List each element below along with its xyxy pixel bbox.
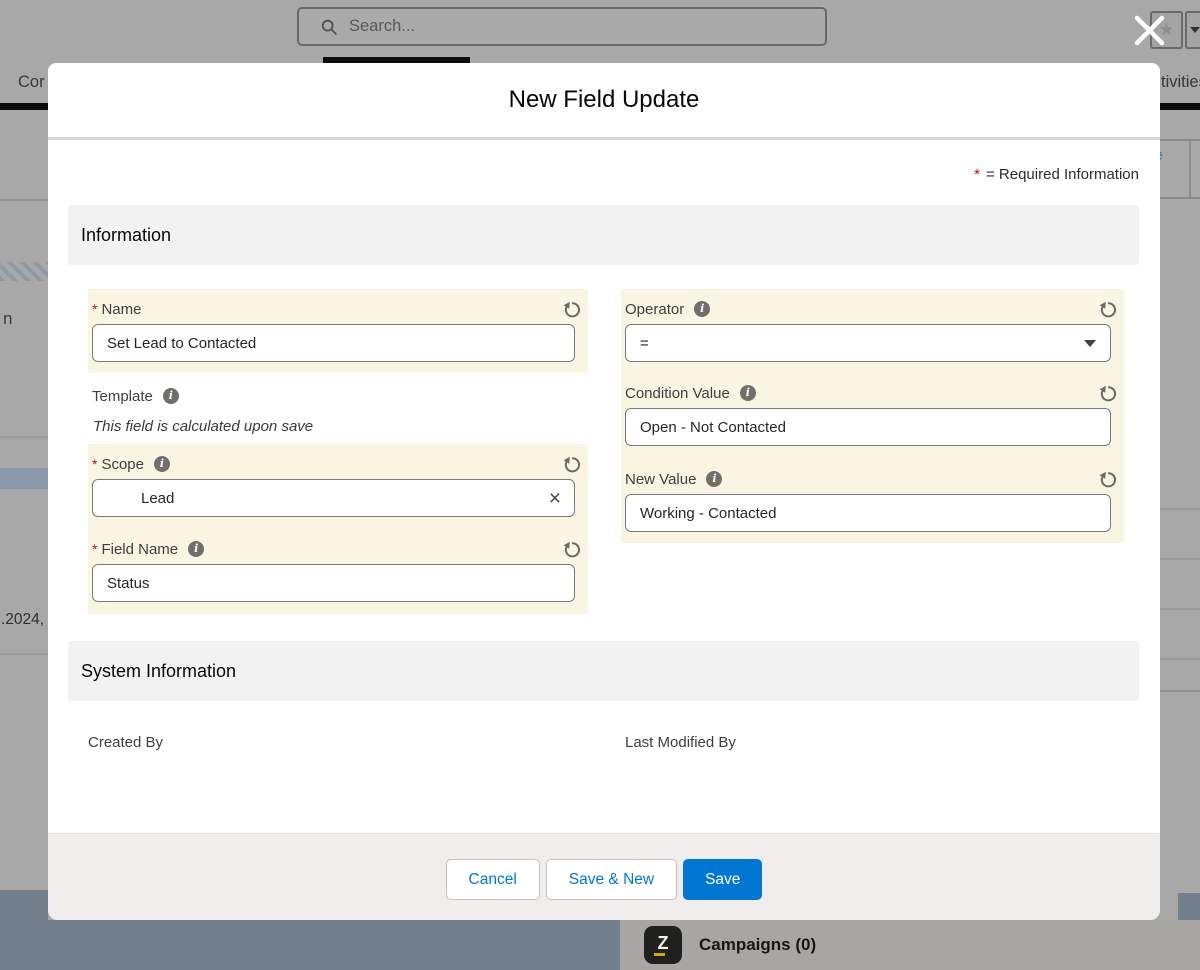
new-field-update-modal: New Field Update * = Required Information…	[48, 63, 1160, 920]
bg-slate-strip	[1178, 893, 1200, 920]
field-name-input[interactable]	[92, 564, 575, 602]
required-asterisk: *	[92, 456, 98, 472]
save-button[interactable]: Save	[683, 859, 763, 900]
save-and-new-button[interactable]: Save & New	[545, 859, 678, 900]
template-field-block: Template i This field is calculated upon…	[88, 376, 588, 442]
global-search-input[interactable]: Search...	[297, 7, 827, 46]
required-asterisk: *	[92, 301, 98, 317]
undo-icon[interactable]	[1098, 469, 1118, 489]
field-name-label: Field Name	[101, 540, 179, 558]
search-placeholder: Search...	[349, 17, 416, 35]
date-fragment: .2024,	[1, 611, 45, 628]
info-icon[interactable]: i	[162, 388, 179, 404]
close-icon	[1134, 15, 1165, 46]
undo-icon[interactable]	[562, 454, 582, 474]
bg-row-line	[1160, 508, 1200, 510]
undo-icon[interactable]	[1098, 383, 1118, 403]
bg-row-line	[1160, 690, 1200, 692]
new-value-input[interactable]	[625, 494, 1111, 532]
operator-select[interactable]: =	[625, 324, 1111, 362]
section-header-system-information: System Information	[68, 641, 1139, 701]
undo-icon[interactable]	[1098, 299, 1118, 319]
info-icon[interactable]: i	[694, 301, 711, 317]
campaigns-related-list-card[interactable]: Z Campaigns (0)	[620, 920, 1200, 970]
favorites-dropdown-button[interactable]	[1185, 11, 1200, 49]
section-header-information: Information	[68, 205, 1139, 265]
condition-value-input[interactable]	[625, 408, 1111, 446]
scope-field-block: * Scope i ×	[88, 444, 588, 529]
bg-divider	[0, 653, 48, 655]
bg-divider	[0, 199, 48, 201]
field-name-field-block: * Field Name i	[88, 529, 588, 614]
info-icon[interactable]: i	[739, 385, 756, 401]
chevron-down-icon	[1084, 339, 1096, 347]
name-field-block: * Name	[88, 289, 588, 373]
bg-row-line	[1160, 558, 1200, 560]
required-asterisk: *	[974, 166, 980, 183]
scope-label: Scope	[101, 455, 144, 473]
condition-value-label: Condition Value	[625, 384, 730, 402]
required-info-note: * = Required Information	[974, 166, 1139, 183]
active-tab-indicator	[323, 57, 470, 63]
created-by-label: Created By	[88, 734, 164, 751]
bg-slate-band	[0, 920, 620, 970]
info-icon[interactable]: i	[154, 456, 170, 472]
name-input[interactable]	[92, 324, 575, 362]
info-icon[interactable]: i	[188, 541, 205, 557]
bg-divider	[0, 436, 48, 438]
cancel-button[interactable]: Cancel	[445, 859, 540, 900]
campaigns-icon: Z	[644, 926, 682, 964]
last-modified-by-label: Last Modified By	[625, 734, 736, 751]
search-icon	[321, 19, 337, 35]
modal-header-divider	[48, 137, 1160, 140]
bg-row-line	[1160, 658, 1200, 660]
operator-label: Operator	[625, 300, 685, 318]
modal-footer: Cancel Save & New Save	[48, 833, 1160, 920]
operator-field-block: Operator i =	[621, 289, 1124, 373]
undo-icon[interactable]	[562, 539, 582, 559]
modal-close-button[interactable]	[1130, 12, 1168, 50]
bg-divider	[1160, 197, 1200, 199]
template-note: This field is calculated upon save	[93, 418, 314, 435]
clear-icon[interactable]: ×	[548, 487, 561, 510]
bg-divider	[1189, 140, 1191, 198]
bg-selected-row-band	[0, 468, 48, 489]
bg-divider	[1160, 139, 1200, 141]
name-label: Name	[101, 300, 142, 318]
info-icon[interactable]: i	[706, 471, 723, 487]
tab-fragment-right: tivities	[1161, 73, 1200, 91]
text-fragment: n	[3, 309, 13, 328]
star-icon: ★	[1158, 20, 1175, 39]
modal-title: New Field Update	[508, 86, 700, 113]
campaigns-card-title: Campaigns (0)	[699, 935, 817, 954]
scope-lookup-input[interactable]	[92, 479, 575, 517]
chevron-down-icon	[1190, 27, 1200, 33]
undo-icon[interactable]	[562, 299, 582, 319]
template-label: Template	[92, 387, 153, 405]
new-value-label: New Value	[625, 470, 697, 488]
bg-striped-band	[0, 262, 48, 281]
new-value-field-block: New Value i	[621, 459, 1124, 543]
operator-value: =	[640, 334, 649, 352]
bg-row-line	[1160, 608, 1200, 610]
tab-fragment-left: Cor	[18, 73, 45, 91]
condition-value-field-block: Condition Value i	[621, 373, 1124, 459]
required-asterisk: *	[92, 541, 98, 557]
